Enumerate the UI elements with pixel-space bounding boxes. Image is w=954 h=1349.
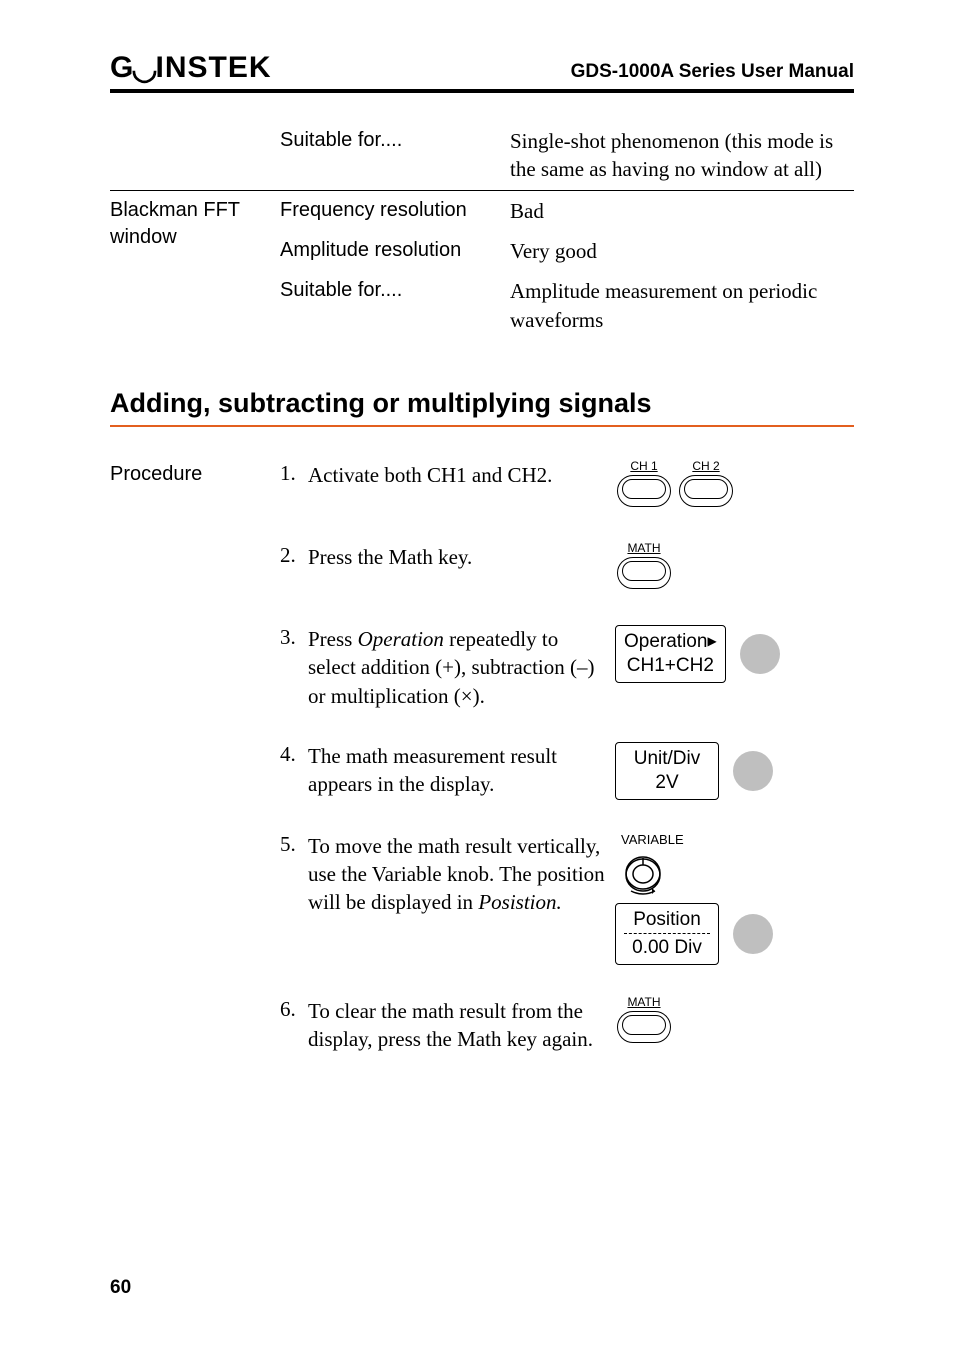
cell-value: Amplitude measurement on periodic wavefo… [510,271,854,340]
step-graphic: Operation▶ CH1+CH2 [605,625,854,683]
cell-value: Bad [510,190,854,231]
softkey-unitdiv: Unit/Div 2V [615,742,719,800]
math-button-icon: MATH [615,997,673,1047]
softkey-operation: Operation▶ CH1+CH2 [615,625,726,683]
softkey-line1: Unit/Div [624,747,710,771]
brand-logo: G◡INSTEK [110,50,272,85]
softkey-line2: CH1+CH2 [624,654,717,678]
button-label: MATH [615,995,673,1009]
procedure-step: 5. To move the math result vertically, u… [280,832,854,966]
softkey-circle-icon [740,634,780,674]
step-number: 5. [280,832,308,917]
cell-property: Amplitude resolution [280,231,510,271]
cell-value: Single-shot phenomenon (this mode is the… [510,121,854,190]
step-graphic: MATH [605,997,854,1047]
softkey-line2: 0.00 Div [624,933,710,960]
cell-property: Frequency resolution [280,190,510,231]
step-graphic: CH 1 CH 2 [605,461,854,511]
step-graphic: MATH [605,543,854,593]
step-text: The math measurement result appears in t… [308,742,605,799]
softkey-line1: Position [624,908,710,932]
procedure-steps: 1. Activate both CH1 and CH2. CH 1 CH 2 [280,461,854,1086]
doc-title: GDS-1000A Series User Manual [571,61,854,83]
cell-property: Suitable for.... [280,121,510,190]
softkey-circle-icon [733,914,773,954]
step-text: To clear the math result from the displa… [308,997,605,1054]
math-button-icon: MATH [615,543,673,593]
step-text: Activate both CH1 and CH2. [308,461,552,489]
arrow-icon: ▶ [707,634,716,648]
procedure-step: 6. To clear the math result from the dis… [280,997,854,1054]
ch1-button-icon: CH 1 [615,461,673,511]
softkey-line2: 2V [624,771,710,795]
procedure-step: 1. Activate both CH1 and CH2. CH 1 CH 2 [280,461,854,511]
cell-window-name: Blackman FFT window [110,190,280,340]
procedure-block: Procedure 1. Activate both CH1 and CH2. … [110,461,854,1086]
step-text: Press Operation repeatedly to select add… [308,625,605,710]
ch2-button-icon: CH 2 [677,461,735,511]
step-graphic: Unit/Div 2V [605,742,854,800]
step-number: 6. [280,997,308,1054]
button-label: MATH [615,541,673,555]
page-number: 60 [110,1277,131,1299]
procedure-step: 3. Press Operation repeatedly to select … [280,625,854,710]
softkey-position: Position 0.00 Div [615,903,719,966]
procedure-step: 2. Press the Math key. MATH [280,543,854,593]
table-row: Blackman FFT window Frequency resolution… [110,190,854,231]
brand-text-gw: G◡ [110,51,156,86]
step-number: 4. [280,742,308,799]
window-comparison-table: Suitable for.... Single-shot phenomenon … [110,121,854,340]
step-number: 3. [280,625,308,710]
cell-value: Very good [510,231,854,271]
variable-knob-icon [621,853,665,897]
button-label: CH 2 [677,459,735,473]
softkey-line1: Operation [624,631,707,652]
cell-window-name [110,121,280,190]
brand-text-instek: INSTEK [156,51,272,84]
softkey-circle-icon [733,751,773,791]
table-row: Suitable for.... Single-shot phenomenon … [110,121,854,190]
button-label: CH 1 [615,459,673,473]
procedure-label: Procedure [110,461,280,1086]
cell-property: Suitable for.... [280,271,510,340]
step-text: Press the Math key. [308,543,472,571]
section-heading: Adding, subtracting or multiplying signa… [110,388,854,427]
step-number: 1. [280,461,308,489]
step-number: 2. [280,543,308,571]
page-header: G◡INSTEK GDS-1000A Series User Manual [110,50,854,93]
variable-label: VARIABLE [621,832,684,847]
step-text: To move the math result vertically, use … [308,832,605,917]
step-graphic: VARIABLE Position 0.00 Div [605,832,854,966]
procedure-step: 4. The math measurement result appears i… [280,742,854,800]
